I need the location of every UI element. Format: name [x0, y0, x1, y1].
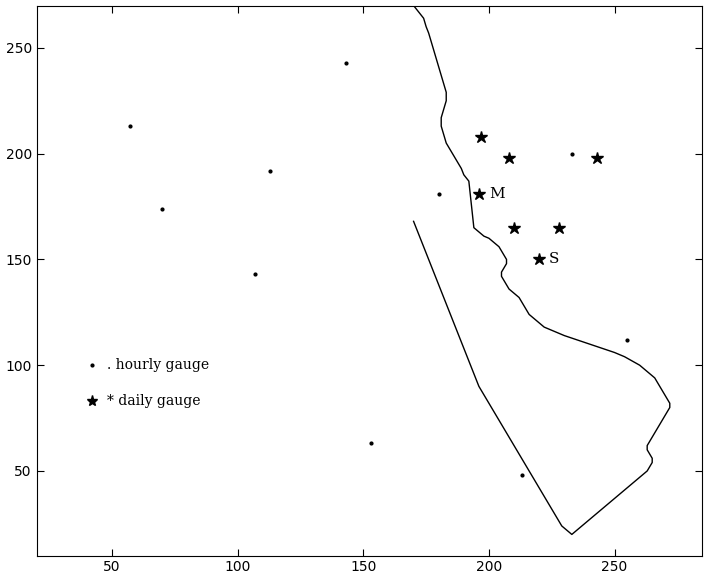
Text: * daily gauge: * daily gauge	[107, 394, 200, 408]
Text: S: S	[549, 252, 559, 266]
Text: . hourly gauge: . hourly gauge	[107, 358, 210, 372]
Text: M: M	[489, 187, 505, 201]
